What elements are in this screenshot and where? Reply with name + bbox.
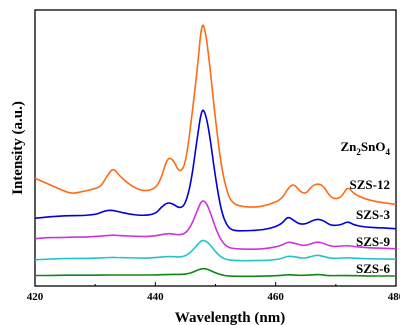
- x-tick-label: 420: [27, 291, 44, 303]
- x-tick-label: 460: [267, 291, 284, 303]
- series-line-szs-6: [35, 267, 396, 278]
- series-line-szs-9: [34, 239, 397, 262]
- y-axis-title: Intensity (a.u.): [10, 101, 26, 195]
- series-label: SZS-12: [350, 177, 390, 192]
- x-axis-ticks: 420 440 460 480: [27, 282, 400, 303]
- series-line-szs-12: [34, 109, 397, 232]
- series-line-szs-3: [34, 200, 397, 250]
- series-label: SZS-6: [356, 261, 390, 276]
- x-axis-title: Wavelength (nm): [175, 310, 285, 325]
- x-tick-label: 440: [147, 291, 164, 303]
- series-layer: [34, 24, 397, 278]
- series-labels: Zn2SnO4 SZS-12 SZS-3 SZS-9 SZS-6: [341, 139, 391, 276]
- x-tick-label: 480: [388, 291, 400, 303]
- series-label: SZS-3: [356, 207, 390, 222]
- series-label: SZS-9: [356, 234, 390, 249]
- series-line-zn-sno-: [34, 24, 397, 208]
- series-label: Zn2SnO4: [341, 139, 391, 157]
